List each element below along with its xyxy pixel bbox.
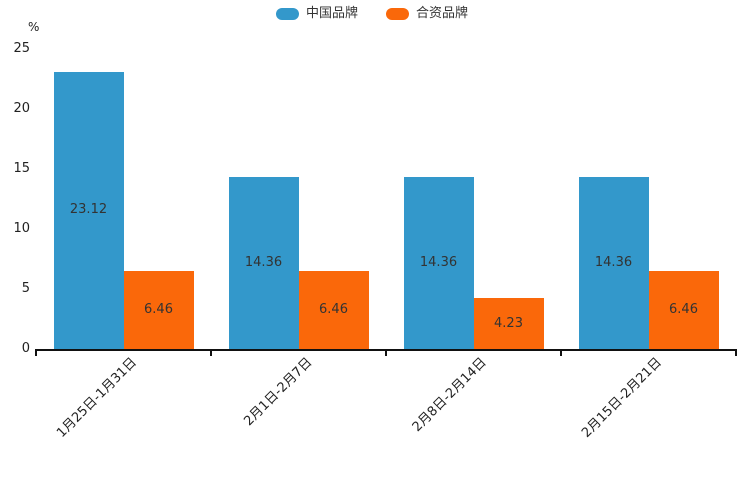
x-tick-mark [385, 351, 387, 356]
y-tick-label: 15 [13, 161, 30, 176]
y-tick-label: 20 [13, 101, 30, 116]
bar-value-label: 6.46 [144, 302, 173, 318]
legend-item-label: 合资品牌 [416, 6, 469, 21]
y-axis-unit-label: % [28, 20, 40, 34]
x-tick-mark [735, 351, 737, 356]
bar-value-label: 4.23 [494, 315, 523, 331]
legend-swatch-icon [275, 8, 299, 20]
y-tick-label: 25 [13, 41, 30, 56]
bar-joint-venture-brand-week4 [648, 271, 719, 349]
bar-value-label: 14.36 [244, 254, 283, 270]
bar-china-brand-week2 [228, 176, 299, 349]
y-tick-label: 0 [21, 341, 30, 356]
bar-china-brand-week4 [578, 176, 649, 349]
bar-value-label: 14.36 [419, 254, 458, 270]
x-axis-line [35, 349, 737, 351]
bar-joint-venture-brand-week2 [298, 271, 369, 349]
legend-item-joint-venture-brand[interactable]: 合资品牌 [386, 6, 468, 22]
bar-china-brand-week3 [403, 176, 474, 349]
bar-value-label: 6.46 [319, 302, 348, 318]
x-tick-mark [210, 351, 212, 356]
legend-item-china-brand[interactable]: 中国品牌 [275, 6, 358, 22]
bar-value-label: 23.12 [69, 202, 108, 218]
x-axis-category-label: 2月8日-2月14日 [410, 355, 491, 435]
bar-china-brand-week1 [53, 71, 124, 349]
y-tick-label: 10 [13, 221, 30, 236]
legend-item-label: 中国品牌 [305, 6, 358, 21]
legend-swatch-icon [386, 8, 409, 20]
bar-value-label: 6.46 [669, 302, 698, 318]
bar-joint-venture-brand-week1 [123, 271, 194, 349]
x-tick-mark [35, 351, 37, 356]
x-axis-category-label: 2月1日-2月7日 [241, 355, 316, 430]
chart-legend: 中国品牌 合资品牌 [0, 6, 744, 22]
y-tick-label: 5 [21, 281, 30, 296]
x-axis-category-label: 1月25日-1月31日 [54, 355, 141, 441]
x-tick-mark [560, 351, 562, 356]
x-axis-category-label: 2月15日-2月21日 [579, 355, 666, 441]
bar-joint-venture-brand-week3 [473, 298, 544, 349]
bar-value-label: 14.36 [594, 254, 633, 270]
